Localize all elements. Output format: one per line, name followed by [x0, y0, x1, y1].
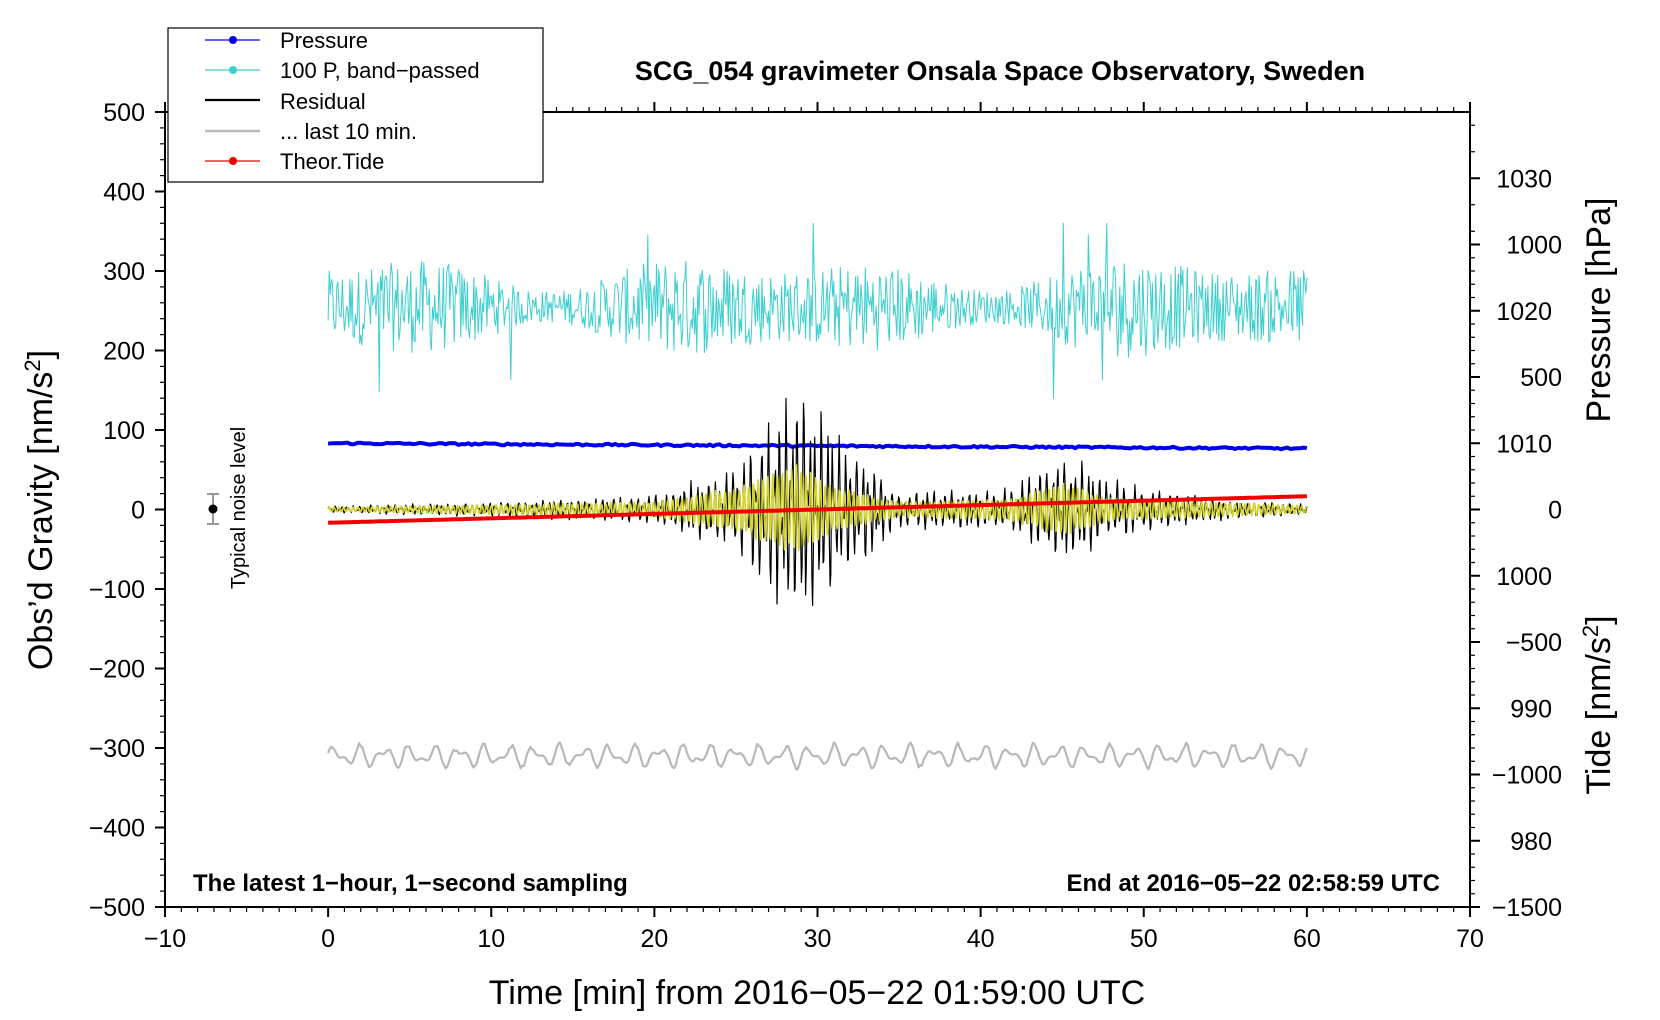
y-axis-label: Obs’d Gravity [nm/s2]	[20, 350, 60, 670]
y-tick-label: −500	[89, 894, 145, 922]
tide-tick-label: 1000	[1506, 232, 1562, 260]
legend-entry-bandpassed: 100 P, band−passed	[205, 58, 480, 83]
y-axis-label-main: Obs’d Gravity [nm/s	[22, 372, 60, 671]
y-axis-label-end: ]	[22, 350, 60, 359]
y-tick-label: 200	[103, 338, 145, 366]
pressure-tick-label: 1020	[1496, 298, 1552, 326]
y-axis-label-sup: 2	[20, 359, 45, 371]
y-tick-label: −200	[89, 656, 145, 684]
y-tick-label: 100	[103, 417, 145, 445]
tide-tick-label: −500	[1506, 629, 1562, 657]
pressure-tick-label: 990	[1510, 695, 1552, 723]
noise-point	[208, 504, 218, 514]
noise-label: Typical noise level	[228, 427, 250, 589]
legend-entry-pressure: Pressure	[205, 28, 368, 53]
noise-level-marker	[207, 493, 219, 525]
pressure-tick-label: 1010	[1496, 430, 1552, 458]
tide-axis-label-end: ]	[1580, 615, 1618, 624]
series-last10	[327, 741, 1308, 771]
y-tick-label: −300	[89, 735, 145, 763]
x-tick-label: 60	[1293, 925, 1321, 953]
pressure-tick-label: 1000	[1496, 563, 1552, 591]
x-tick-label: −10	[144, 925, 186, 953]
y-tick-label: −100	[89, 576, 145, 604]
x-tick-label: 20	[640, 925, 668, 953]
y-tick-label: 500	[103, 99, 145, 127]
pressure-axis-label: Pressure [hPa]	[1580, 198, 1618, 423]
tide-tick-label: −1000	[1492, 762, 1562, 790]
x-tick-label: 50	[1130, 925, 1158, 953]
tide-tick-label: −1500	[1492, 894, 1562, 922]
pressure-tick-label: 980	[1510, 828, 1552, 856]
tide-tick-label: 0	[1548, 497, 1562, 525]
x-tick-label: 30	[804, 925, 832, 953]
x-tick-label: 0	[321, 925, 335, 953]
legend-label-pressure: Pressure	[280, 28, 368, 53]
pressure-tick-label: 1030	[1496, 165, 1552, 193]
tide-axis-label: Tide [nm/s2]	[1578, 615, 1618, 794]
annotation-left: The latest 1−hour, 1−second sampling	[193, 870, 628, 897]
legend-dot-bandpassed	[229, 66, 237, 74]
series-residual	[327, 397, 1308, 606]
legend-label-residual: Residual	[280, 89, 366, 114]
y-tick-label: 0	[131, 497, 145, 525]
legend: Pressure 100 P, band−passed Residual ...…	[167, 27, 544, 183]
y-tick-label: 400	[103, 179, 145, 207]
tide-axis-label-sup: 2	[1578, 625, 1603, 637]
chart-title: SCG_054 gravimeter Onsala Space Observat…	[635, 56, 1365, 86]
x-tick-label: 40	[967, 925, 995, 953]
tide-tick-label: 500	[1520, 364, 1562, 392]
legend-box	[167, 27, 544, 183]
y-tick-label: −400	[89, 815, 145, 843]
series-bandpassed	[327, 222, 1308, 399]
legend-dot-pressure	[229, 36, 237, 44]
series-residual-bandpassed	[327, 464, 1308, 552]
legend-label-tide: Theor.Tide	[280, 149, 384, 174]
legend-dot-tide	[229, 157, 237, 165]
legend-entry-last10: ... last 10 min.	[205, 119, 417, 144]
annotation-right: End at 2016−05−22 02:58:59 UTC	[1066, 870, 1440, 897]
legend-label-bandpassed: 100 P, band−passed	[280, 58, 480, 83]
x-axis-label: Time [min] from 2016−05−22 01:59:00 UTC	[489, 974, 1145, 1012]
y-tick-label: 300	[103, 258, 145, 286]
x-tick-label: 10	[477, 925, 505, 953]
x-tick-label: 70	[1456, 925, 1484, 953]
ticks-layer: −10 0 10 20 30 40 50 60 70−500−400−300−200−10001…	[89, 99, 1562, 953]
legend-entry-tide: Theor.Tide	[205, 149, 384, 174]
series-tide	[328, 494, 1307, 525]
series-layer	[327, 222, 1308, 771]
legend-entry-residual: Residual	[205, 89, 366, 114]
tide-axis-label-main: Tide [nm/s	[1580, 637, 1618, 794]
legend-label-last10: ... last 10 min.	[280, 119, 417, 144]
series-pressure	[327, 440, 1308, 452]
